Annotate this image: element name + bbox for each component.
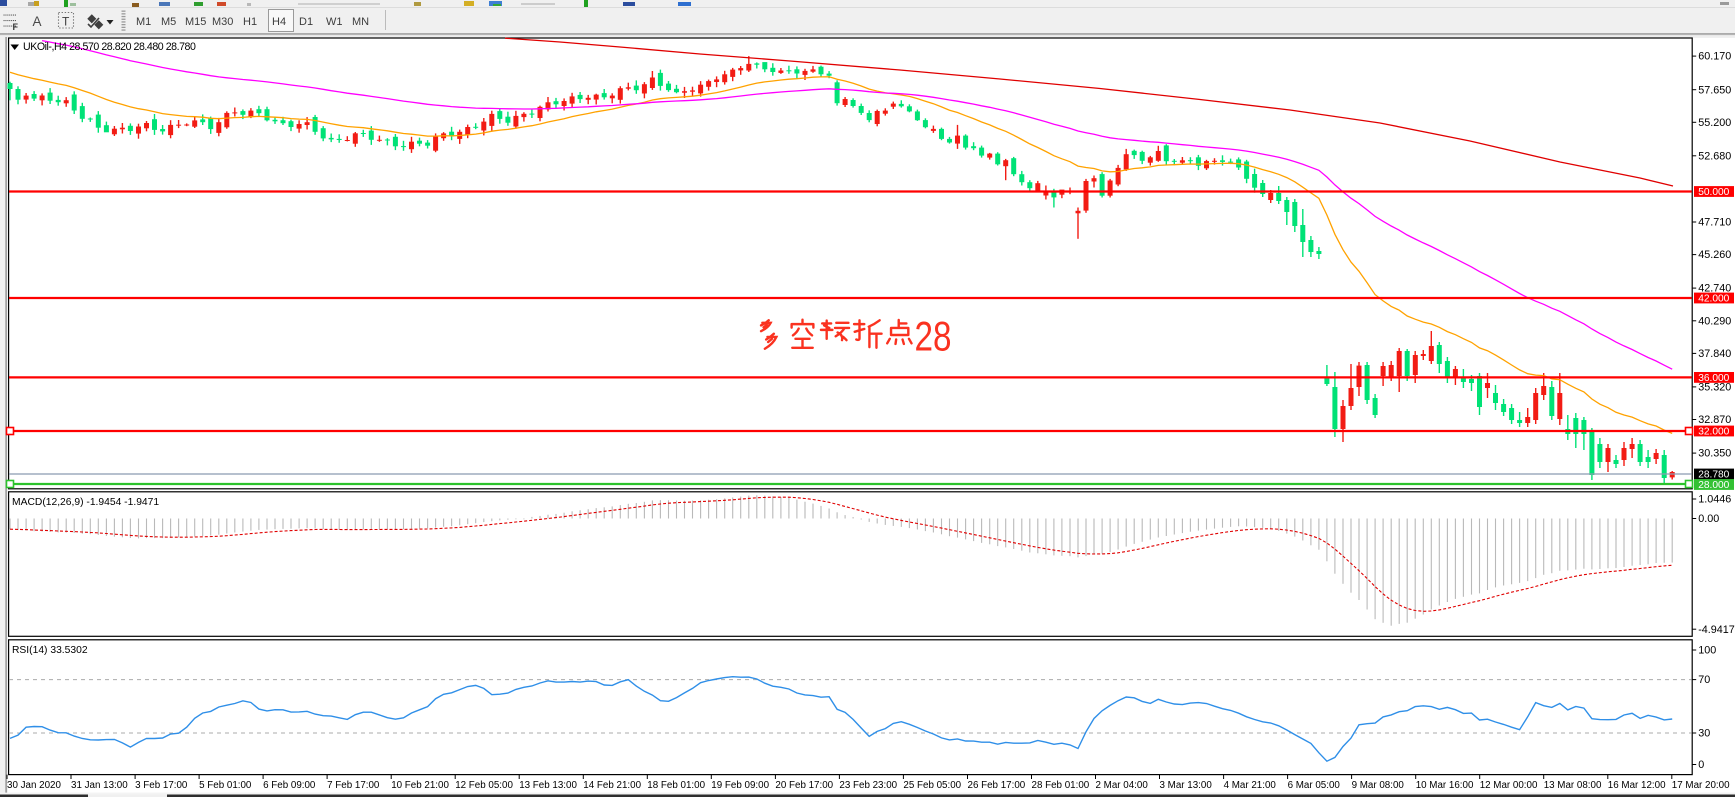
svg-text:T: T	[62, 15, 70, 29]
svg-text:20 Feb 17:00: 20 Feb 17:00	[775, 780, 833, 791]
svg-text:18 Feb 01:00: 18 Feb 01:00	[647, 780, 705, 791]
svg-text:12 Feb 05:00: 12 Feb 05:00	[455, 780, 513, 791]
svg-text:M15: M15	[185, 16, 206, 28]
svg-text:10 Feb 21:00: 10 Feb 21:00	[391, 780, 449, 791]
svg-text:17 Mar 20:00: 17 Mar 20:00	[1672, 780, 1730, 791]
svg-text:28.780: 28.780	[1698, 470, 1729, 481]
svg-text:RSI(14) 33.5302: RSI(14) 33.5302	[12, 645, 88, 656]
svg-text:30: 30	[1698, 728, 1710, 740]
svg-text:A: A	[33, 14, 42, 29]
svg-text:13 Mar 08:00: 13 Mar 08:00	[1544, 780, 1602, 791]
svg-text:7 Feb 17:00: 7 Feb 17:00	[327, 780, 380, 791]
svg-text:5 Feb 01:00: 5 Feb 01:00	[199, 780, 252, 791]
svg-text:35.320: 35.320	[1698, 382, 1731, 394]
svg-text:0: 0	[1698, 759, 1704, 771]
svg-text:3 Feb 17:00: 3 Feb 17:00	[135, 780, 188, 791]
svg-text:37.840: 37.840	[1698, 348, 1731, 360]
svg-text:-4.9417: -4.9417	[1698, 624, 1735, 636]
svg-text:42.000: 42.000	[1698, 294, 1729, 305]
svg-text:47.710: 47.710	[1698, 217, 1731, 229]
svg-text:MACD(12,26,9) -1.9454 -1.9471: MACD(12,26,9) -1.9454 -1.9471	[12, 497, 159, 508]
svg-text:57.650: 57.650	[1698, 84, 1731, 96]
svg-text:31 Jan 13:00: 31 Jan 13:00	[71, 780, 128, 791]
svg-text:32.870: 32.870	[1698, 414, 1731, 426]
svg-text:26 Feb 17:00: 26 Feb 17:00	[968, 780, 1026, 791]
svg-text:28.000: 28.000	[1698, 480, 1729, 491]
svg-text:UKOil-,H4 28.570 28.820 28.48: UKOil-,H4 28.570 28.820 28.480 28.780	[23, 41, 196, 53]
svg-text:28: 28	[915, 313, 952, 360]
svg-text:32.000: 32.000	[1698, 427, 1729, 438]
svg-text:45.260: 45.260	[1698, 249, 1731, 261]
svg-text:42.740: 42.740	[1698, 283, 1731, 295]
svg-text:9 Mar 08:00: 9 Mar 08:00	[1352, 780, 1405, 791]
svg-text:25 Feb 05:00: 25 Feb 05:00	[903, 780, 961, 791]
svg-text:6 Mar 05:00: 6 Mar 05:00	[1288, 780, 1341, 791]
svg-text:4 Mar 21:00: 4 Mar 21:00	[1224, 780, 1277, 791]
svg-text:28 Feb 01:00: 28 Feb 01:00	[1032, 780, 1090, 791]
svg-text:0.00: 0.00	[1698, 513, 1719, 525]
svg-text:50.000: 50.000	[1698, 187, 1729, 198]
svg-text:1.0446: 1.0446	[1698, 494, 1731, 506]
svg-text:12 Mar 00:00: 12 Mar 00:00	[1480, 780, 1538, 791]
svg-text:36.000: 36.000	[1698, 373, 1729, 384]
svg-text:MN: MN	[352, 16, 369, 28]
svg-text:W1: W1	[326, 16, 343, 28]
svg-text:52.680: 52.680	[1698, 150, 1731, 162]
svg-text:2 Mar 04:00: 2 Mar 04:00	[1096, 780, 1149, 791]
svg-text:6 Feb 09:00: 6 Feb 09:00	[263, 780, 316, 791]
svg-text:55.200: 55.200	[1698, 117, 1731, 129]
svg-text:H1: H1	[243, 16, 257, 28]
svg-text:H4: H4	[272, 16, 286, 28]
svg-text:30 Jan 2020: 30 Jan 2020	[7, 780, 61, 791]
svg-text:14 Feb 21:00: 14 Feb 21:00	[583, 780, 641, 791]
svg-text:M30: M30	[212, 16, 233, 28]
svg-text:13 Feb 13:00: 13 Feb 13:00	[519, 780, 577, 791]
svg-text:3 Mar 13:00: 3 Mar 13:00	[1160, 780, 1213, 791]
svg-text:D1: D1	[299, 16, 313, 28]
svg-text:60.170: 60.170	[1698, 51, 1731, 63]
svg-text:M5: M5	[161, 16, 176, 28]
svg-text:10 Mar 16:00: 10 Mar 16:00	[1416, 780, 1474, 791]
svg-text:23 Feb 23:00: 23 Feb 23:00	[839, 780, 897, 791]
svg-text:M1: M1	[136, 16, 151, 28]
svg-text:40.290: 40.290	[1698, 315, 1731, 327]
svg-text:F: F	[13, 22, 19, 32]
svg-text:16 Mar 12:00: 16 Mar 12:00	[1608, 780, 1666, 791]
svg-text:30.350: 30.350	[1698, 448, 1731, 460]
svg-text:70: 70	[1698, 674, 1710, 686]
svg-text:100: 100	[1698, 645, 1716, 657]
svg-text:19 Feb 09:00: 19 Feb 09:00	[711, 780, 769, 791]
